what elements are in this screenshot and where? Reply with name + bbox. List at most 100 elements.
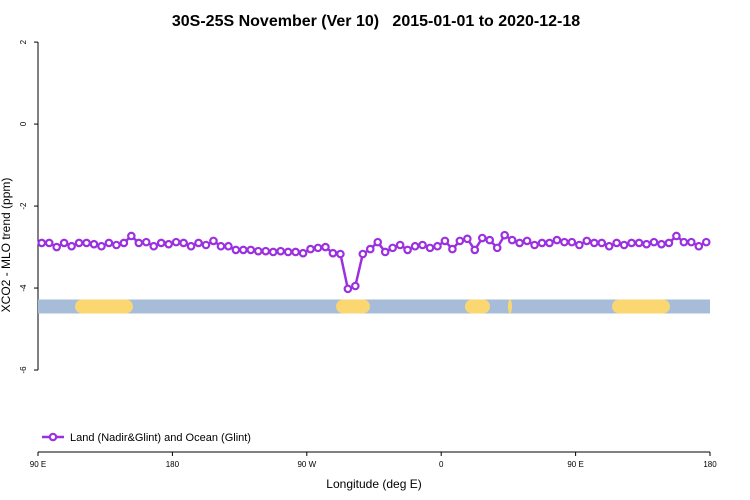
data-point <box>463 234 472 244</box>
chart-title: 30S-25S November (Ver 10) 2015-01-01 to … <box>172 13 580 30</box>
data-point <box>612 238 621 248</box>
data-point <box>358 249 368 259</box>
data-point <box>627 238 636 248</box>
data-point <box>283 247 293 257</box>
data-point <box>82 238 91 248</box>
data-point <box>186 241 196 251</box>
x-tick-label: 180 <box>703 460 717 469</box>
data-point <box>246 245 256 255</box>
data-point <box>560 237 569 247</box>
data-point <box>112 240 121 250</box>
x-axis-label: Longitude (deg E) <box>326 477 421 491</box>
data-point <box>37 238 47 248</box>
y-tick-label: -6 <box>19 366 28 374</box>
data-point <box>156 238 166 248</box>
data-point <box>268 247 278 257</box>
data-point <box>388 243 397 253</box>
data-point <box>201 240 211 250</box>
data-point <box>403 245 412 255</box>
data-point <box>582 236 592 246</box>
data-point <box>97 241 106 251</box>
data-point <box>74 238 84 248</box>
data-point <box>440 236 450 246</box>
data-point <box>433 241 442 251</box>
data-point <box>89 239 99 249</box>
data-point <box>164 239 173 249</box>
data-point <box>672 231 681 241</box>
data-point <box>485 235 495 245</box>
y-axis-label: XCO2 - MLO trend (ppm) <box>0 178 13 313</box>
data-point <box>351 281 360 291</box>
data-point <box>701 237 711 247</box>
data-point <box>321 242 330 252</box>
ocean-band <box>38 299 710 314</box>
y-tick-label: 2 <box>19 39 28 44</box>
data-point <box>149 241 159 251</box>
data-point <box>44 238 54 248</box>
data-point <box>687 237 696 247</box>
land-segment <box>336 299 370 314</box>
data-point <box>492 243 502 253</box>
land-segment <box>612 299 670 314</box>
data-point <box>515 238 524 248</box>
data-point <box>649 237 659 247</box>
data-point <box>694 241 704 251</box>
legend-label: Land (Nadir&Glint) and Ocean (Glint) <box>70 432 251 444</box>
data-point <box>239 245 248 255</box>
x-tick-label: 0 <box>439 460 444 469</box>
data-point <box>261 246 271 256</box>
data-point <box>567 237 577 247</box>
data-point <box>507 235 517 245</box>
data-point <box>336 249 345 259</box>
data-point <box>642 239 651 249</box>
data-point <box>679 237 689 247</box>
x-tick-label: 90 E <box>567 460 583 469</box>
data-point <box>119 238 129 248</box>
data-point <box>425 243 435 253</box>
data-point <box>477 233 487 243</box>
data-point <box>104 238 114 248</box>
data-point <box>179 238 188 248</box>
land-segment <box>507 299 512 314</box>
legend-marker <box>48 432 58 442</box>
data-point <box>194 238 203 248</box>
data-point <box>209 236 218 246</box>
data-point <box>634 238 644 248</box>
data-point <box>313 243 323 253</box>
data-point <box>343 284 353 294</box>
data-point <box>171 237 181 247</box>
x-tick-label: 90 E <box>30 460 46 469</box>
data-point <box>141 237 151 247</box>
data-point <box>365 244 375 254</box>
data-point <box>537 238 547 248</box>
land-segment <box>75 299 133 314</box>
data-point <box>306 244 315 254</box>
data-point <box>298 248 308 258</box>
data-point <box>216 241 226 251</box>
data-point <box>552 235 562 245</box>
data-point <box>224 241 233 251</box>
data-point <box>545 238 554 248</box>
data-point <box>134 238 144 248</box>
data-point <box>589 238 599 248</box>
x-tick-label: 90 W <box>297 460 316 469</box>
data-point <box>328 248 338 258</box>
data-point <box>664 238 674 248</box>
data-point <box>380 247 390 257</box>
data-point <box>455 236 465 246</box>
data-point <box>619 240 629 250</box>
data-point <box>470 245 480 255</box>
data-point <box>276 246 285 256</box>
data-point <box>410 241 420 251</box>
data-point <box>657 239 666 249</box>
data-point <box>52 242 61 252</box>
data-point <box>373 237 383 247</box>
data-point <box>500 230 509 240</box>
data-point <box>448 244 457 254</box>
data-point <box>418 240 427 250</box>
y-tick-label: 0 <box>19 121 28 126</box>
y-tick-label: -2 <box>19 202 28 210</box>
land-segment <box>464 299 491 314</box>
y-tick-label: -4 <box>19 284 28 292</box>
